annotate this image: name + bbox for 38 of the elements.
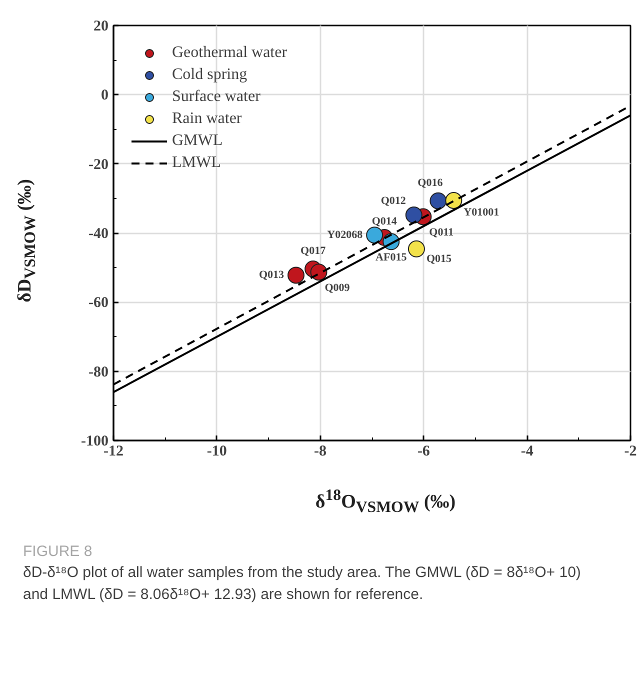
x-axis-title: δ$^{18}$O$_{VSMOW}$ (‰) xyxy=(315,486,456,518)
legend-label: Cold spring xyxy=(172,66,248,84)
point xyxy=(405,206,422,224)
annotation: Q015 xyxy=(426,252,452,265)
x-tick-label: -10 xyxy=(206,444,227,460)
y-tick-label: -20 xyxy=(88,156,109,173)
x-tick-label: -2 xyxy=(624,444,637,460)
legend-label: Surface water xyxy=(172,88,260,106)
y-tick-label: -60 xyxy=(88,295,109,312)
annotation: AF015 xyxy=(376,252,408,264)
point xyxy=(288,266,304,284)
annotation: Q012 xyxy=(380,195,406,208)
annotation: Q014 xyxy=(372,215,398,228)
x-tick-label: -8 xyxy=(314,444,327,460)
y-tick-label: -100 xyxy=(81,434,109,450)
text: FIGURE 8 xyxy=(23,542,94,562)
x-tick-label: -6 xyxy=(417,444,430,460)
point xyxy=(366,226,384,244)
point xyxy=(310,264,328,281)
y-tick-label: 20 xyxy=(94,18,108,34)
point xyxy=(430,192,447,210)
legend-label: Rain water xyxy=(172,110,242,128)
y-tick-label: -80 xyxy=(88,364,109,380)
y-tick-label: 0 xyxy=(101,88,108,104)
x-tick-label: -4 xyxy=(520,444,534,460)
point xyxy=(408,240,425,258)
annotation: Y02068 xyxy=(327,229,364,242)
annotation: Q016 xyxy=(418,176,444,189)
annotation: Q017 xyxy=(300,244,326,257)
text: δD-δ¹⁸O plot of all water samples from the study area. The GMWL (δD = 8δ¹⁸O+ 10) and LMWL (δD = 8.06δ¹⁸O+ 12.93) are shown for reference. xyxy=(23,563,582,606)
annotation: Q009 xyxy=(324,282,350,294)
legend-label: Geothermal water xyxy=(172,44,288,62)
annotation: Y01001 xyxy=(464,206,500,218)
legend-label: GMWL xyxy=(172,132,223,150)
annotation: Q013 xyxy=(258,269,284,282)
y-tick-label: -40 xyxy=(88,226,109,242)
legend-label: LMWL xyxy=(172,154,221,172)
annotation: Q011 xyxy=(429,226,454,239)
